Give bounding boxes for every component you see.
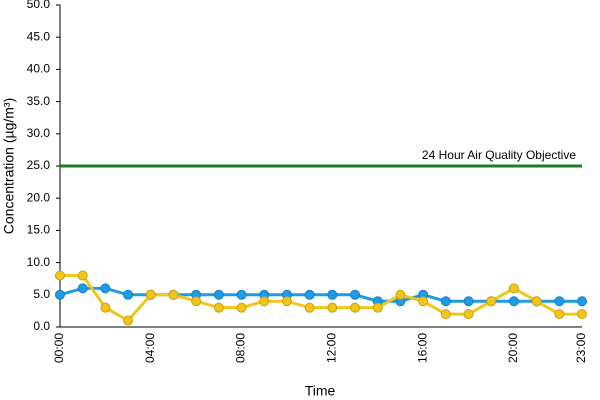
x-tick-label: 00:00 [52, 333, 66, 363]
reference-label: 24 Hour Air Quality Objective [422, 148, 576, 162]
data-point [508, 283, 519, 294]
y-tick-label: 45.0 [27, 29, 51, 43]
y-tick-label: 10.0 [27, 255, 51, 269]
data-point [304, 289, 315, 300]
data-point [554, 296, 565, 307]
data-point [531, 296, 542, 307]
data-point [145, 289, 156, 300]
y-tick-label: 20.0 [27, 190, 51, 204]
data-point [55, 270, 65, 281]
data-point [304, 302, 315, 313]
data-point [55, 289, 65, 300]
data-point [213, 302, 224, 313]
data-point [554, 309, 565, 320]
data-point [123, 289, 134, 300]
data-point [259, 296, 270, 307]
y-tick-label: 35.0 [27, 94, 51, 108]
data-point [440, 309, 451, 320]
series-line [60, 273, 582, 323]
data-point [77, 283, 88, 294]
data-point [508, 296, 519, 307]
x-tick-label: 12:00 [325, 333, 339, 363]
x-tick-label: 16:00 [415, 333, 429, 363]
data-point [372, 302, 383, 313]
y-tick-label: 50.0 [27, 0, 51, 11]
data-point [100, 283, 111, 294]
data-point [100, 302, 111, 313]
data-point [327, 302, 338, 313]
data-point [236, 289, 247, 300]
y-tick-label: 15.0 [27, 223, 51, 237]
data-point [213, 289, 224, 300]
y-tick-label: 25.0 [27, 158, 51, 172]
y-tick-label: 40.0 [27, 62, 51, 76]
data-point [168, 289, 179, 300]
data-point [123, 315, 134, 326]
data-point [77, 270, 88, 281]
x-tick-label: 08:00 [234, 333, 248, 363]
data-point [463, 309, 474, 320]
data-point [395, 289, 406, 300]
x-tick-label: 23:00 [574, 333, 588, 363]
data-point [327, 289, 338, 300]
data-point [418, 296, 429, 307]
data-point [486, 296, 497, 307]
data-point [440, 296, 451, 307]
data-point [281, 296, 292, 307]
x-tick-label: 20:00 [506, 333, 520, 363]
data-point [350, 289, 361, 300]
data-point [191, 296, 202, 307]
data-point [236, 302, 247, 313]
y-tick-label: 5.0 [33, 287, 50, 301]
x-tick-label: 04:00 [143, 333, 157, 363]
data-point [577, 309, 587, 320]
data-point [577, 296, 587, 307]
y-tick-label: 0.0 [33, 319, 50, 333]
x-axis-title: Time [305, 383, 336, 399]
y-axis-title: Concentration (µg/m³) [1, 98, 17, 234]
data-point [463, 296, 474, 307]
data-point [350, 302, 361, 313]
y-tick-label: 30.0 [27, 126, 51, 140]
